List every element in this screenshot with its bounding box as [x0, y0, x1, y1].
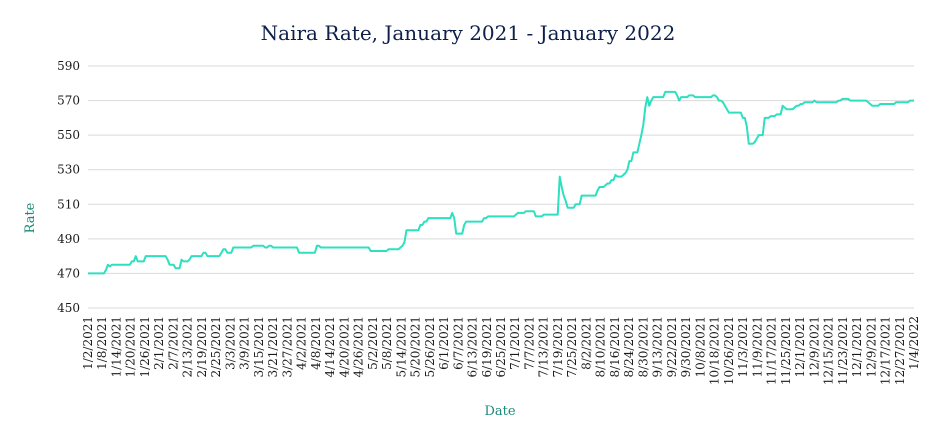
x-tick-label: 8/2/2021: [579, 316, 593, 370]
y-axis-label: Rate: [23, 202, 38, 233]
x-tick-label: 8/10/2021: [594, 316, 608, 378]
x-tick-label: 12/1/2021: [793, 316, 807, 378]
x-tick-label: 1/2/2021: [81, 316, 95, 370]
x-tick-label: 10/26/2021: [722, 316, 736, 385]
x-tick-label: 4/8/2021: [309, 316, 323, 370]
x-tick-label: 1/8/2021: [95, 316, 109, 370]
gridlines: [88, 65, 914, 309]
y-tick-label: 570: [57, 94, 80, 108]
y-tick-label: 450: [57, 301, 80, 315]
y-tick-label: 470: [57, 266, 80, 280]
x-tick-label: 12/17/2021: [879, 316, 893, 385]
x-tick-label: 10/8/2021: [693, 316, 707, 378]
x-tick-label: 3/9/2021: [238, 316, 252, 370]
x-tick-label: 12/1/2021: [850, 316, 864, 378]
x-tick-label: 1/14/2021: [109, 316, 123, 378]
x-tick-label: 12/9/2021: [864, 316, 878, 378]
x-tick-label: 7/19/2021: [551, 316, 565, 378]
x-tick-label: 1/20/2021: [124, 316, 138, 378]
x-tick-label: 2/13/2021: [181, 316, 195, 378]
x-tick-label: 6/25/2021: [494, 316, 508, 378]
x-tick-label: 11/25/2021: [779, 316, 793, 385]
x-tick-label: 7/7/2021: [522, 316, 536, 370]
x-tick-label: 12/27/2021: [893, 316, 907, 385]
x-tick-label: 3/27/2021: [280, 316, 294, 378]
x-tick-label: 11/23/2021: [836, 316, 850, 385]
x-tick-label: 3/21/2021: [266, 316, 280, 378]
x-tick-label: 8/30/2021: [636, 316, 650, 378]
chart-title: Naira Rate, January 2021 - January 2022: [261, 21, 676, 45]
x-tick-label: 1/4/2022: [907, 316, 921, 370]
x-tick-label: 3/15/2021: [252, 316, 266, 378]
x-axis-ticks: 1/2/2021 1/8/2021 1/14/2021 1/20/2021 1/26/2…: [81, 316, 921, 385]
x-tick-label: 7/25/2021: [565, 316, 579, 378]
x-tick-label: 1/26/2021: [138, 316, 152, 378]
x-tick-label: 4/26/2021: [352, 316, 366, 378]
x-tick-label: 2/1/2021: [152, 316, 166, 370]
x-tick-label: 8/16/2021: [608, 316, 622, 378]
y-tick-label: 550: [57, 128, 80, 142]
x-tick-label: 9/22/2021: [665, 316, 679, 378]
y-tick-label: 490: [57, 232, 80, 246]
y-axis-ticks: 450 470 490 510 530 550 570 590: [57, 59, 80, 315]
x-tick-label: 2/25/2021: [209, 316, 223, 378]
x-axis-label: Date: [484, 404, 515, 419]
x-tick-label: 8/24/2021: [622, 316, 636, 378]
x-tick-label: 6/1/2021: [437, 316, 451, 370]
x-tick-label: 7/13/2021: [537, 316, 551, 378]
x-tick-label: 2/7/2021: [166, 316, 180, 370]
y-tick-label: 590: [57, 59, 80, 73]
x-tick-label: 5/2/2021: [366, 316, 380, 370]
y-tick-label: 510: [57, 197, 80, 211]
x-tick-label: 9/30/2021: [679, 316, 693, 378]
x-tick-label: 10/18/2021: [708, 316, 722, 385]
x-tick-label: 11/9/2021: [750, 316, 764, 378]
y-tick-label: 530: [57, 163, 80, 177]
x-tick-label: 12/15/2021: [822, 316, 836, 385]
x-tick-label: 6/7/2021: [451, 316, 465, 370]
x-tick-label: 5/20/2021: [409, 316, 423, 378]
series-line: [88, 90, 914, 275]
x-tick-label: 5/26/2021: [423, 316, 437, 378]
x-tick-label: 12/9/2021: [807, 316, 821, 378]
x-tick-label: 4/2/2021: [295, 316, 309, 370]
series-layer: [88, 90, 914, 275]
x-tick-label: 11/17/2021: [765, 316, 779, 385]
x-tick-label: 11/3/2021: [736, 316, 750, 378]
x-tick-label: 4/14/2021: [323, 316, 337, 378]
x-tick-label: 6/19/2021: [480, 316, 494, 378]
x-tick-label: 3/3/2021: [223, 316, 237, 370]
x-tick-label: 6/13/2021: [466, 316, 480, 378]
x-tick-label: 5/8/2021: [380, 316, 394, 370]
x-tick-label: 2/19/2021: [195, 316, 209, 378]
x-tick-label: 7/1/2021: [508, 316, 522, 370]
x-tick-label: 9/13/2021: [651, 316, 665, 378]
x-tick-label: 4/20/2021: [337, 316, 351, 378]
x-tick-label: 5/14/2021: [394, 316, 408, 378]
